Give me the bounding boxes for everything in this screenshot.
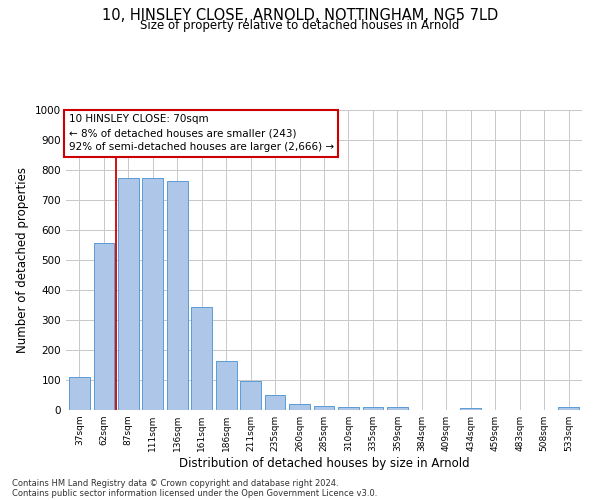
- Bar: [69, 377, 90, 410]
- Bar: [387, 408, 408, 410]
- Bar: [265, 395, 286, 410]
- Bar: [167, 180, 188, 410]
- Bar: [460, 408, 481, 410]
- Text: 10 HINSLEY CLOSE: 70sqm
← 8% of detached houses are smaller (243)
92% of semi-de: 10 HINSLEY CLOSE: 70sqm ← 8% of detached…: [68, 114, 334, 152]
- Bar: [142, 178, 163, 410]
- Bar: [216, 361, 236, 410]
- Text: Size of property relative to detached houses in Arnold: Size of property relative to detached ho…: [140, 19, 460, 32]
- Bar: [94, 242, 114, 410]
- Bar: [314, 406, 334, 410]
- Bar: [240, 381, 261, 410]
- Y-axis label: Number of detached properties: Number of detached properties: [16, 167, 29, 353]
- X-axis label: Distribution of detached houses by size in Arnold: Distribution of detached houses by size …: [179, 457, 469, 470]
- Bar: [558, 407, 579, 410]
- Text: Contains public sector information licensed under the Open Government Licence v3: Contains public sector information licen…: [12, 488, 377, 498]
- Text: Contains HM Land Registry data © Crown copyright and database right 2024.: Contains HM Land Registry data © Crown c…: [12, 478, 338, 488]
- Bar: [289, 404, 310, 410]
- Text: 10, HINSLEY CLOSE, ARNOLD, NOTTINGHAM, NG5 7LD: 10, HINSLEY CLOSE, ARNOLD, NOTTINGHAM, N…: [102, 8, 498, 22]
- Bar: [118, 178, 139, 410]
- Bar: [338, 407, 359, 410]
- Bar: [191, 308, 212, 410]
- Bar: [362, 408, 383, 410]
